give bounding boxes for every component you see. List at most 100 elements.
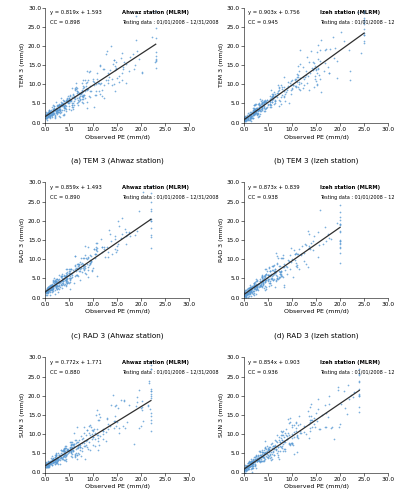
Point [45, 112, 52, 120]
Point [275, 443, 281, 451]
Point [57, 107, 63, 115]
Point [254, 106, 260, 114]
Point [356, 386, 362, 394]
Point [54, 280, 60, 288]
Point [266, 443, 272, 451]
Point [97, 432, 103, 440]
Point [309, 64, 315, 72]
Point [74, 94, 80, 102]
Point [267, 268, 273, 276]
Point [242, 113, 249, 121]
Point [82, 242, 89, 250]
Point [95, 442, 102, 450]
Point [248, 284, 255, 292]
Point [118, 76, 125, 84]
Point [242, 462, 248, 469]
Point [286, 418, 292, 426]
Point [56, 451, 63, 459]
Point [49, 282, 55, 290]
Point [67, 276, 73, 283]
Point [95, 434, 101, 442]
Point [272, 283, 279, 291]
Point [50, 283, 56, 291]
Point [68, 96, 74, 104]
Point [242, 116, 249, 124]
Point [249, 457, 256, 465]
Point [296, 78, 303, 86]
Point [242, 290, 248, 298]
Point [266, 97, 273, 105]
Point [62, 280, 68, 288]
Point [256, 105, 262, 113]
Point [279, 447, 286, 455]
Point [67, 92, 73, 100]
Point [148, 412, 154, 420]
Point [59, 96, 66, 104]
Point [251, 110, 257, 118]
Point [260, 453, 266, 461]
Point [66, 272, 72, 280]
Point [75, 96, 81, 104]
Point [53, 282, 59, 290]
Point [95, 432, 101, 440]
Point [246, 288, 252, 296]
Point [89, 433, 96, 441]
Point [90, 427, 96, 435]
Point [97, 414, 103, 422]
Point [63, 458, 69, 466]
Point [283, 270, 290, 278]
Point [257, 456, 263, 464]
Point [84, 256, 90, 264]
Point [243, 465, 249, 473]
Point [258, 272, 265, 280]
Point [279, 436, 285, 444]
Point [243, 464, 250, 471]
Point [254, 104, 260, 112]
Point [58, 449, 64, 457]
Point [262, 98, 268, 106]
Point [271, 275, 277, 283]
Point [45, 460, 51, 468]
Text: (d) RAD 3 (Izeh station): (d) RAD 3 (Izeh station) [274, 332, 358, 338]
Point [126, 53, 133, 61]
Point [277, 262, 283, 270]
Point [152, 34, 159, 42]
Point [48, 109, 54, 117]
Point [111, 424, 117, 432]
Point [269, 94, 275, 102]
Point [66, 447, 72, 455]
Point [244, 462, 251, 470]
Point [296, 420, 303, 428]
Point [152, 56, 159, 64]
Point [64, 279, 70, 287]
Point [68, 444, 74, 452]
Point [266, 444, 272, 452]
Point [259, 452, 265, 460]
Point [61, 445, 67, 453]
Point [57, 109, 63, 117]
Point [76, 264, 82, 272]
Point [48, 456, 54, 464]
Point [305, 412, 312, 420]
Point [327, 45, 333, 53]
Point [65, 92, 71, 100]
Point [250, 452, 256, 460]
Point [262, 437, 268, 445]
Point [258, 273, 265, 281]
Point [336, 420, 343, 428]
Point [242, 117, 248, 125]
Point [48, 459, 54, 467]
Point [247, 288, 253, 296]
Point [275, 86, 282, 94]
Point [49, 110, 56, 118]
Point [256, 454, 262, 462]
Point [242, 465, 248, 473]
Point [78, 90, 84, 98]
Point [259, 274, 266, 281]
Point [50, 101, 56, 109]
Point [75, 98, 82, 106]
Point [62, 448, 69, 456]
Point [295, 83, 301, 91]
Point [335, 422, 342, 430]
Point [56, 454, 62, 462]
